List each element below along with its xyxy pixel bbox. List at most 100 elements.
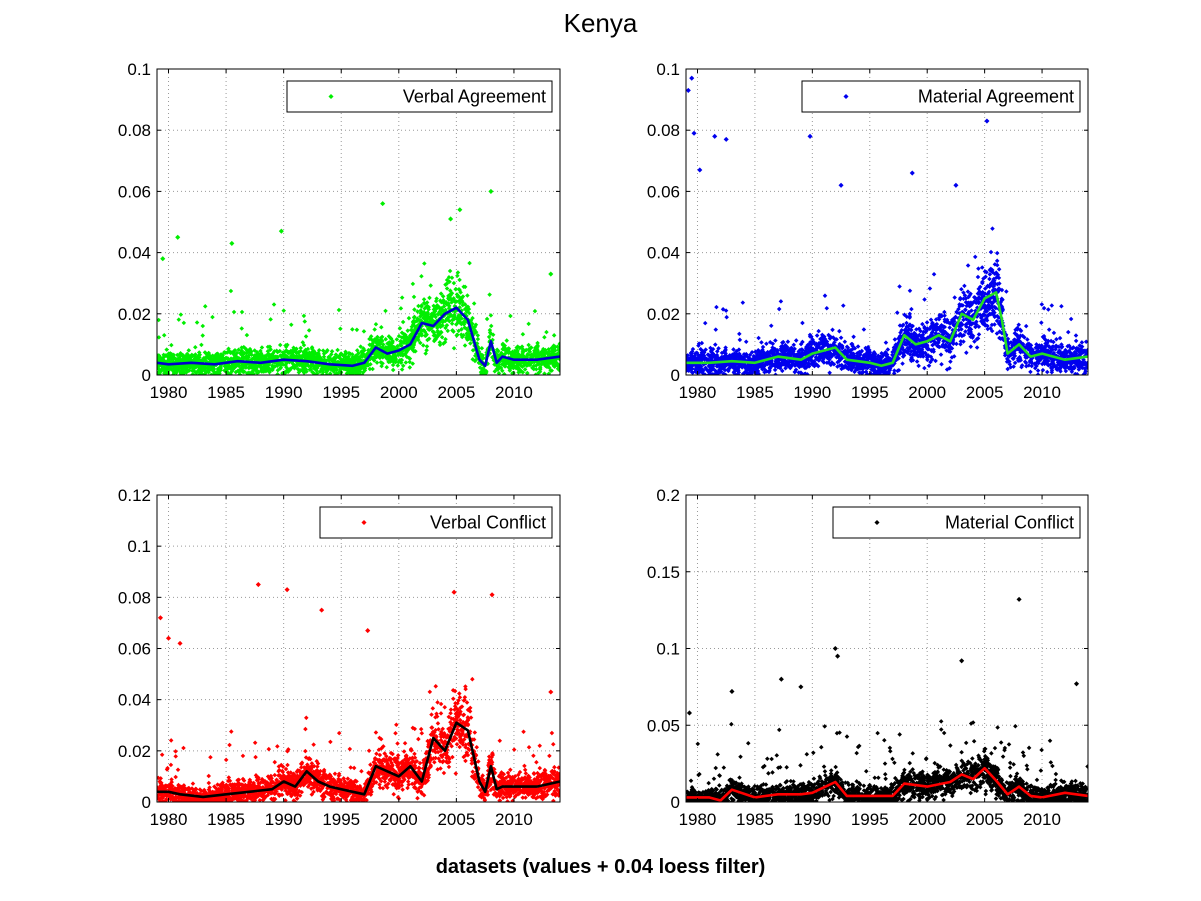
scatter-point bbox=[992, 310, 997, 315]
scatter-point bbox=[948, 346, 953, 351]
scatter-point bbox=[362, 368, 368, 373]
scatter-point bbox=[772, 367, 778, 373]
scatter-point bbox=[923, 329, 928, 335]
scatter-point bbox=[508, 350, 513, 356]
scatter-point bbox=[239, 348, 245, 353]
scatter-point bbox=[393, 359, 398, 365]
scatter-point bbox=[237, 372, 243, 375]
scatter-point bbox=[1023, 360, 1029, 366]
scatter-point bbox=[964, 303, 970, 309]
scatter-point bbox=[958, 331, 963, 337]
scatter-point bbox=[830, 327, 835, 333]
scatter-point bbox=[373, 321, 379, 327]
scatter-point bbox=[209, 365, 214, 371]
scatter-point bbox=[925, 346, 930, 352]
scatter-point bbox=[285, 342, 290, 348]
scatter-point bbox=[947, 325, 952, 330]
scatter-point bbox=[713, 342, 718, 347]
scatter-point bbox=[1016, 322, 1022, 328]
scatter-point bbox=[229, 369, 235, 374]
scatter-point bbox=[1049, 303, 1055, 308]
scatter-point bbox=[963, 307, 968, 312]
scatter-point bbox=[384, 356, 390, 361]
scatter-point bbox=[295, 362, 301, 368]
scatter-point bbox=[968, 344, 974, 349]
scatter-point bbox=[446, 274, 452, 280]
scatter-point bbox=[740, 300, 746, 305]
scatter-point bbox=[239, 326, 244, 331]
scatter-point bbox=[412, 314, 417, 320]
scatter-point bbox=[375, 352, 380, 358]
scatter-point bbox=[409, 324, 415, 329]
scatter-point bbox=[780, 340, 785, 345]
scatter-point bbox=[974, 336, 980, 342]
scatter-point bbox=[1027, 359, 1033, 365]
scatter-point bbox=[418, 310, 423, 316]
scatter-point bbox=[920, 354, 926, 359]
scatter-point bbox=[445, 301, 450, 306]
scatter-point bbox=[799, 350, 805, 355]
scatter-point bbox=[1005, 366, 1010, 372]
scatter-point bbox=[386, 334, 392, 339]
scatter-point bbox=[459, 327, 464, 332]
scatter-point bbox=[688, 350, 694, 356]
scatter-point bbox=[907, 352, 913, 357]
scatter-point bbox=[328, 366, 334, 371]
scatter-point bbox=[793, 338, 799, 343]
scatter-point bbox=[335, 347, 340, 353]
scatter-point bbox=[725, 367, 731, 373]
scatter-point bbox=[475, 333, 481, 338]
scatter-point bbox=[535, 343, 540, 348]
scatter-point bbox=[1077, 343, 1083, 348]
scatter-point bbox=[791, 342, 797, 348]
scatter-point bbox=[997, 281, 1002, 286]
scatter-point bbox=[441, 341, 446, 346]
scatter-point bbox=[864, 371, 870, 375]
scatter-point bbox=[758, 351, 764, 357]
scatter-point bbox=[449, 321, 455, 326]
scatter-point bbox=[451, 280, 457, 286]
scatter-point bbox=[552, 362, 557, 368]
scatter-point bbox=[527, 349, 532, 354]
scatter-point bbox=[268, 347, 273, 352]
scatter-point bbox=[418, 308, 424, 313]
scatter-point bbox=[435, 328, 440, 334]
scatter-point bbox=[432, 333, 438, 338]
scatter-point bbox=[520, 348, 525, 354]
scatter-point bbox=[548, 271, 554, 277]
scatter-point bbox=[925, 357, 930, 362]
scatter-point bbox=[994, 318, 1000, 324]
scatter-point bbox=[792, 369, 798, 375]
scatter-point bbox=[499, 362, 505, 367]
scatter-point bbox=[390, 362, 396, 368]
scatter-point bbox=[942, 313, 947, 318]
scatter-point bbox=[827, 334, 833, 339]
scatter-point bbox=[441, 300, 446, 305]
scatter-point bbox=[232, 347, 238, 353]
scatter-point bbox=[436, 312, 441, 317]
scatter-point bbox=[258, 364, 263, 369]
scatter-point bbox=[832, 336, 838, 342]
scatter-point bbox=[925, 343, 930, 349]
scatter-point bbox=[800, 339, 805, 345]
scatter-point bbox=[418, 340, 423, 346]
scatter-point bbox=[1083, 369, 1088, 374]
scatter-point bbox=[343, 349, 348, 355]
scatter-point bbox=[353, 367, 358, 372]
scatter-point bbox=[987, 267, 993, 273]
scatter-point bbox=[399, 330, 405, 335]
scatter-point bbox=[373, 338, 379, 343]
scatter-point bbox=[764, 341, 769, 347]
scatter-point bbox=[161, 332, 167, 338]
scatter-point bbox=[990, 269, 995, 275]
scatter-point bbox=[499, 368, 505, 374]
scatter-point bbox=[976, 324, 982, 330]
scatter-point bbox=[484, 316, 490, 322]
scatter-point bbox=[1064, 364, 1069, 369]
scatter-point bbox=[968, 291, 973, 297]
x-tick-label: 2005 bbox=[437, 383, 475, 402]
scatter-point bbox=[755, 348, 761, 353]
scatter-point bbox=[900, 361, 905, 366]
scatter-point bbox=[535, 340, 540, 346]
scatter-point bbox=[425, 303, 430, 309]
